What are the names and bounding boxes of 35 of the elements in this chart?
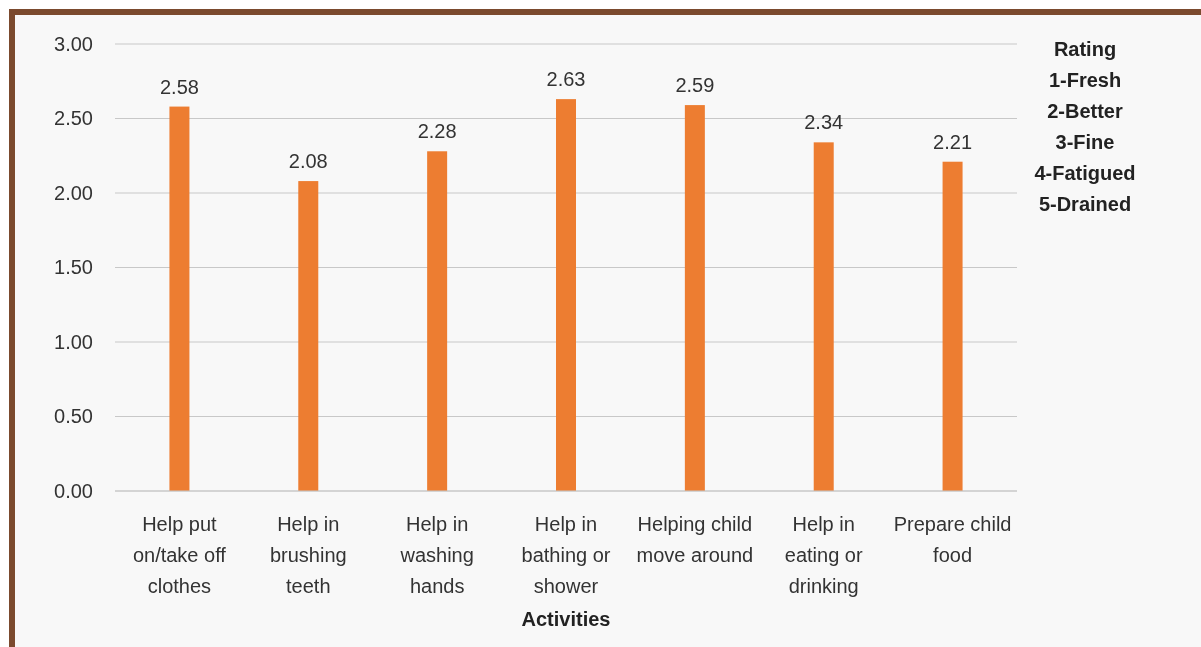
text: Rating: [1053, 38, 1117, 60]
y-tick-label: 0.00: [54, 479, 93, 502]
bar: [427, 151, 448, 491]
text: 5-Drained: [1038, 193, 1132, 215]
x-tick-label: Help in bathing or shower: [521, 513, 611, 597]
bar: [556, 99, 576, 491]
x-tick-label: Prepare child food: [893, 513, 1012, 566]
bar: [813, 142, 834, 491]
data-label: 2.21: [933, 130, 973, 153]
x-tick-label: Help put on/take off clothes: [132, 513, 227, 597]
y-tick-label: 2.50: [54, 107, 93, 130]
x-tick-label: Help in brushing teeth: [269, 513, 347, 597]
text: 4-Fatigued: [1034, 162, 1136, 184]
text: 1-Fresh: [1048, 69, 1122, 91]
data-label: 2.63: [546, 68, 586, 91]
y-tick-label: 3.00: [54, 32, 93, 55]
text: 3-Fine: [1055, 131, 1115, 153]
data-label: 2.34: [804, 111, 844, 134]
x-tick-label: Help in eating or drinking: [784, 513, 863, 597]
bar: [942, 161, 963, 491]
x-axis-title: Activities: [521, 608, 611, 630]
bar: [298, 181, 319, 491]
y-tick-label: 0.50: [54, 405, 93, 428]
y-tick-label: 2.00: [54, 181, 93, 204]
bar: [684, 105, 705, 491]
data-label: 2.28: [417, 120, 457, 143]
data-label: 2.59: [675, 74, 715, 97]
y-tick-label: 1.50: [54, 256, 93, 279]
text: 2-Better: [1047, 100, 1123, 122]
bar: [169, 106, 190, 491]
data-label: 2.08: [288, 150, 328, 173]
y-tick-label: 1.00: [54, 330, 93, 353]
x-tick-label: Helping child move around: [636, 513, 754, 566]
x-tick-label: Help in washing hands: [399, 513, 474, 597]
data-label: 2.58: [159, 75, 199, 98]
